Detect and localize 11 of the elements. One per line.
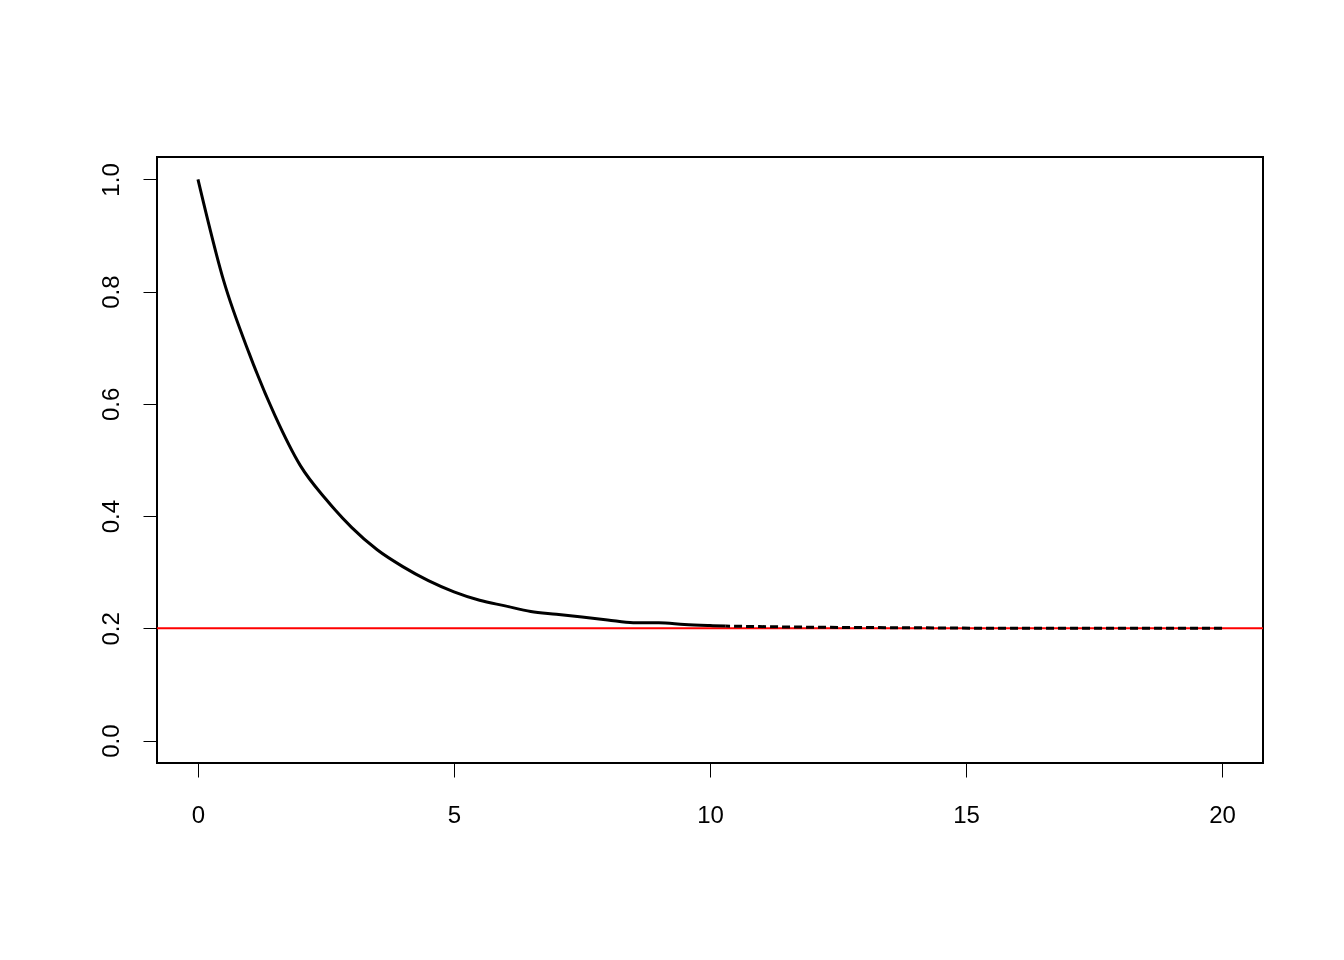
y-tick-label: 1.0 [96,163,124,197]
x-tick-label: 20 [1209,800,1236,828]
x-tick-label: 10 [697,800,724,828]
y-tick-label: 0.2 [96,612,124,646]
y-tick-label: 0.8 [96,275,124,309]
x-tick-label: 15 [953,800,980,828]
x-tick-label: 0 [191,800,206,828]
y-tick-label: 0.0 [96,724,124,758]
y-tick-label: 0.6 [96,387,124,422]
x-tick-label: 5 [447,800,462,828]
y-tick-label: 0.4 [96,499,124,534]
